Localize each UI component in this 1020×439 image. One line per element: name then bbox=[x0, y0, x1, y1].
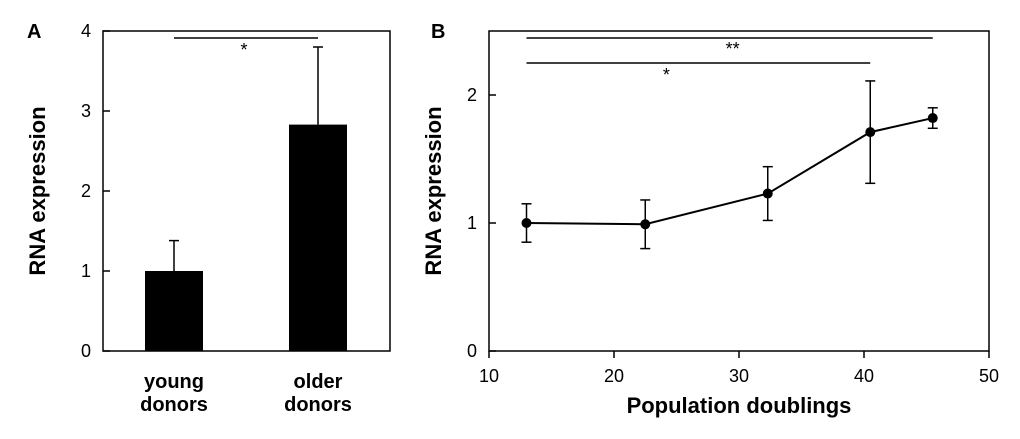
panel-b-x-tick-label: 50 bbox=[979, 366, 999, 386]
panel-b-x-tick-label: 20 bbox=[604, 366, 624, 386]
panel-a-y-tick-label: 3 bbox=[81, 101, 91, 121]
panel-b-x-tick-label: 40 bbox=[854, 366, 874, 386]
panel-b-plot-frame bbox=[488, 30, 990, 352]
panel-a-category-label: young bbox=[144, 371, 204, 393]
panel-b-y-tick-label: 1 bbox=[467, 213, 477, 233]
panel-a-label: A bbox=[27, 21, 41, 43]
panel-b-data-point bbox=[521, 218, 532, 228]
panel-a-category-label: donors bbox=[140, 394, 208, 416]
panel-b-data-point bbox=[640, 219, 651, 230]
panel-a-bar bbox=[289, 124, 347, 351]
panel-b-label: B bbox=[431, 21, 445, 43]
panel-a-y-tick-label: 1 bbox=[81, 261, 91, 281]
panel-b-x-tick-label: 10 bbox=[479, 366, 499, 386]
panel-b-x-tick-label: 30 bbox=[729, 366, 749, 386]
panel-a-y-tick-label: 2 bbox=[81, 181, 91, 201]
panel-b-data-point bbox=[762, 188, 773, 199]
panel-b-y-tick-label: 0 bbox=[467, 341, 477, 361]
panel-a-y-tick-label: 4 bbox=[81, 21, 91, 41]
panel-b-x-axis-label: Population doublings bbox=[627, 393, 852, 418]
panel-b-significance-marker: * bbox=[663, 65, 670, 85]
panel-a-y-axis-label: RNA expression bbox=[25, 106, 50, 275]
panel-b-significance-marker: ** bbox=[726, 39, 740, 59]
panel-a-significance-marker: * bbox=[240, 40, 247, 60]
panel-b-y-axis-label: RNA expression bbox=[421, 106, 446, 275]
panel-b-y-tick-label: 2 bbox=[467, 85, 477, 105]
panel-a-y-tick-label: 0 bbox=[81, 341, 91, 361]
panel-b-data-point bbox=[865, 127, 876, 138]
panel-b-data-point bbox=[927, 113, 938, 124]
panel-a-bar bbox=[145, 271, 203, 351]
panel-a-category-label: donors bbox=[284, 394, 352, 416]
panel-a-category-label: older bbox=[294, 371, 343, 393]
